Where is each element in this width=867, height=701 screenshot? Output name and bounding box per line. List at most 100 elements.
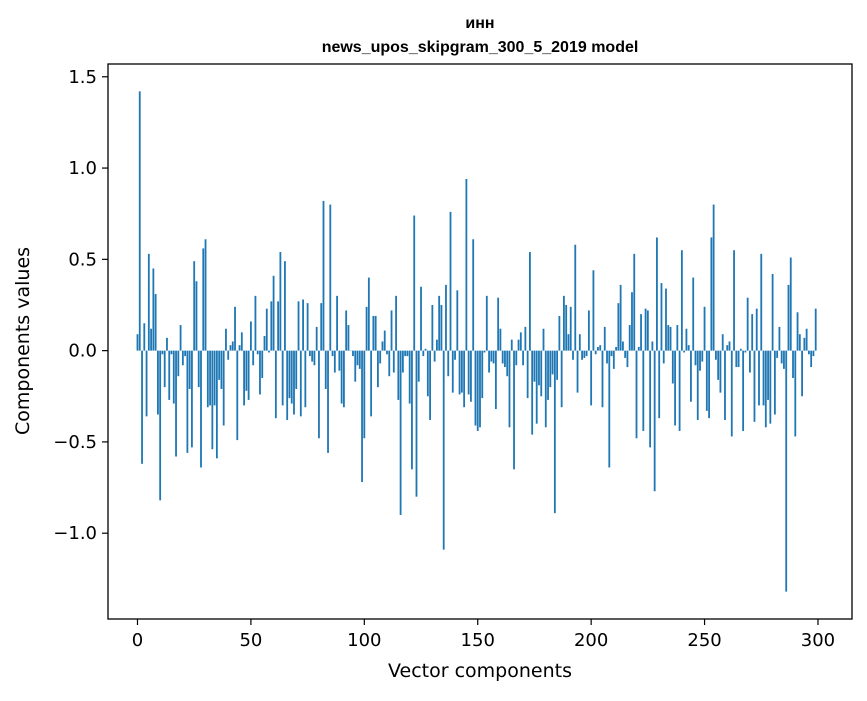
bar (329, 205, 331, 351)
bar (654, 351, 656, 492)
bar (683, 351, 685, 353)
bar (418, 351, 420, 382)
bar (661, 283, 663, 351)
bar (624, 351, 626, 358)
bar (534, 351, 536, 382)
bar (397, 351, 399, 400)
bar (259, 351, 261, 395)
bar (248, 351, 250, 400)
bar (722, 334, 724, 350)
bar (475, 351, 477, 426)
bar (379, 351, 381, 364)
bar (769, 351, 771, 424)
bar (565, 305, 567, 351)
bar (586, 351, 588, 356)
bar (763, 351, 765, 406)
bar (273, 276, 275, 351)
bar (590, 351, 592, 406)
bar (760, 254, 762, 351)
bar (352, 351, 354, 356)
bar (202, 248, 204, 350)
bar (497, 298, 499, 351)
bar (266, 309, 268, 351)
bar (597, 347, 599, 351)
bar (783, 351, 785, 369)
bar (502, 351, 504, 364)
bar (209, 351, 211, 406)
bar (388, 351, 390, 377)
bar (291, 351, 293, 404)
bar (749, 351, 751, 373)
y-tick-label: 0.0 (68, 341, 97, 362)
bar (552, 351, 554, 375)
bar (407, 351, 409, 356)
bar (776, 351, 778, 358)
bar (620, 285, 622, 351)
bar (726, 345, 728, 350)
bar (336, 296, 338, 351)
bar (400, 351, 402, 515)
bar (665, 289, 667, 351)
bar (298, 301, 300, 350)
bar (207, 351, 209, 408)
bar (227, 351, 229, 360)
bar (422, 351, 424, 356)
bar (744, 351, 746, 353)
bar (484, 351, 486, 353)
bar (150, 329, 152, 351)
bar (699, 351, 701, 371)
bar (345, 310, 347, 350)
bar (667, 325, 669, 351)
chart-title-line-1: инн (465, 15, 494, 32)
y-tick-label: 1.0 (68, 158, 97, 179)
bar (300, 351, 302, 417)
bar (636, 351, 638, 439)
bar (177, 351, 179, 377)
bar (429, 351, 431, 420)
bar (538, 351, 540, 386)
bar (617, 303, 619, 350)
bar (361, 351, 363, 482)
bar (815, 309, 817, 351)
bar (143, 323, 145, 350)
bar (323, 201, 325, 351)
bar (779, 327, 781, 351)
bar (452, 351, 454, 393)
bar (275, 351, 277, 419)
x-axis-label: Vector components (388, 660, 572, 682)
bar (588, 310, 590, 350)
x-tick-label: 250 (687, 630, 721, 651)
bar (695, 351, 697, 366)
bar (547, 351, 549, 400)
x-tick-label: 200 (574, 630, 608, 651)
bar (758, 351, 760, 406)
bar (162, 351, 164, 355)
bar (427, 351, 429, 397)
bar (806, 329, 808, 351)
x-tick-label: 50 (239, 630, 262, 651)
bar (372, 316, 374, 351)
bar (713, 205, 715, 351)
bar (710, 237, 712, 350)
bar (663, 351, 665, 364)
bar (443, 351, 445, 550)
y-tick-label: 0.5 (68, 249, 97, 270)
bar (701, 351, 703, 362)
bar (436, 340, 438, 351)
bar (543, 329, 545, 351)
chart-title-line-2: news_upos_skipgram_300_5_2019 model (322, 39, 639, 56)
bar (506, 351, 508, 377)
bar (434, 351, 436, 362)
bar (232, 342, 234, 351)
bar (441, 305, 443, 351)
bar (234, 307, 236, 351)
bar (527, 351, 529, 398)
bar (518, 340, 520, 351)
bar (363, 351, 365, 439)
bar (343, 351, 345, 408)
bar (173, 351, 175, 404)
bar (223, 351, 225, 426)
